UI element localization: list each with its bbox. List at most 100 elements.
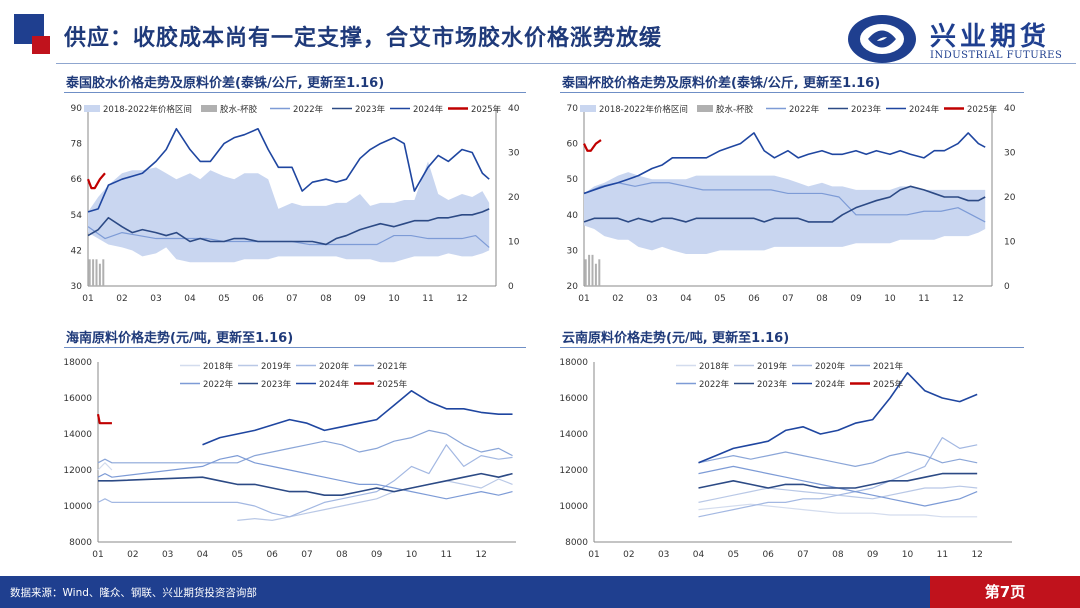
y-tick-label: 18000	[63, 358, 92, 368]
legend-swatch-bar	[697, 105, 713, 112]
legend-label: 2018年	[203, 361, 234, 372]
y-tick-label: 70	[567, 104, 579, 114]
legend-swatch-bar	[201, 105, 217, 112]
x-tick-label: 09	[354, 294, 366, 304]
legend-label: 2024年	[909, 104, 940, 115]
series-line-2024年	[202, 390, 513, 446]
x-tick-label: 12	[971, 550, 982, 560]
y-tick-label: 54	[71, 211, 83, 221]
x-tick-label: 01	[92, 550, 103, 560]
x-tick-label: 06	[252, 294, 264, 304]
series-line-2020年	[698, 437, 978, 518]
x-tick-label: 12	[456, 294, 467, 304]
y-tick-label: 14000	[63, 430, 92, 440]
x-tick-label: 01	[578, 294, 589, 304]
series-line-2024年	[87, 127, 490, 213]
series-line-2018年	[698, 503, 978, 518]
chart-title-1: 泰国胶水价格走势及原料价差(泰铢/公斤, 更新至1.16)	[66, 76, 385, 91]
series-line-2024年	[698, 372, 978, 464]
spread-bar	[88, 259, 91, 286]
series-line-2023年	[583, 185, 986, 223]
spread-bar	[594, 263, 597, 286]
x-tick-label: 04	[680, 294, 692, 304]
legend-label: 2022年	[203, 379, 234, 390]
x-tick-label: 05	[714, 294, 725, 304]
x-tick-label: 07	[301, 550, 312, 560]
x-tick-label: 12	[475, 550, 486, 560]
chart-title-2: 泰国杯胶价格走势及原料价差(泰铢/公斤, 更新至1.16)	[562, 76, 881, 91]
series-line-2019年	[237, 478, 513, 521]
x-tick-label: 02	[127, 550, 138, 560]
legend-label: 2021年	[873, 361, 904, 372]
legend-label: 2024年	[815, 379, 846, 390]
legend-label: 2025年	[873, 379, 904, 390]
x-tick-label: 06	[762, 550, 774, 560]
legend-label: 2021年	[377, 361, 408, 372]
series-line-2022年	[698, 465, 978, 507]
spread-bar	[584, 259, 587, 286]
x-tick-label: 03	[162, 550, 173, 560]
x-tick-label: 09	[867, 550, 879, 560]
y-tick-label: 42	[71, 246, 82, 256]
spread-bar	[591, 254, 594, 286]
chart-yunnan: 8000 10000 12000 14000 16000 18000 01 02 03 04 05 0…	[559, 358, 1012, 560]
legend-label: 2025年	[967, 104, 998, 115]
y-tick-label: 10000	[559, 502, 588, 512]
chart-hainan: 8000 10000 12000 14000 16000 18000 01 02 03 04 05 0…	[63, 358, 516, 560]
y2-tick-label: 30	[1004, 149, 1016, 159]
y-tick-label: 30	[71, 282, 83, 292]
legend-swatch-band	[84, 105, 100, 112]
legend-label: 2019年	[261, 361, 292, 372]
spread-bar	[95, 259, 98, 286]
series-line-2023年	[87, 208, 490, 246]
footer-bar: 数据来源：Wind、隆众、钢联、兴业期货投资咨询部 第7页	[0, 576, 1080, 608]
series-line-2020年	[97, 444, 513, 518]
y-tick-label: 18000	[559, 358, 588, 368]
series-line-2025年	[96, 413, 112, 425]
legend-label: 2023年	[261, 379, 292, 390]
legend-label: 2022年	[789, 104, 820, 115]
series-line-2022年	[97, 455, 513, 500]
spread-bar	[598, 259, 601, 286]
x-tick-label: 02	[612, 294, 623, 304]
x-tick-label: 08	[832, 550, 844, 560]
x-tick-label: 02	[116, 294, 127, 304]
x-tick-label: 05	[728, 550, 739, 560]
x-tick-label: 07	[797, 550, 808, 560]
y-tick-label: 20	[567, 282, 579, 292]
x-tick-label: 08	[816, 294, 828, 304]
x-tick-label: 04	[184, 294, 196, 304]
y-tick-label: 66	[71, 175, 83, 185]
chart-title-4-underline	[560, 347, 1024, 348]
series-line-2021年	[97, 429, 513, 464]
page-number: 第7页	[930, 576, 1080, 608]
footer-source: 数据来源：Wind、隆众、钢联、兴业期货投资咨询部	[10, 587, 257, 599]
x-tick-label: 03	[658, 550, 669, 560]
series-line-2023年	[698, 472, 978, 489]
legend-label: 2025年	[471, 104, 502, 115]
header-square-red	[32, 36, 50, 54]
x-tick-label: 08	[336, 550, 348, 560]
y-tick-label: 12000	[63, 466, 92, 476]
x-tick-label: 06	[748, 294, 760, 304]
spread-bar	[102, 259, 105, 286]
y2-tick-label: 10	[508, 238, 520, 248]
x-tick-label: 06	[266, 550, 278, 560]
legend-label: 胶水-杯胶	[716, 104, 754, 115]
y2-tick-label: 20	[1004, 193, 1016, 203]
y2-tick-label: 40	[1004, 104, 1016, 114]
x-tick-label: 11	[422, 294, 433, 304]
y2-tick-label: 20	[508, 193, 520, 203]
chart-title-1-underline	[64, 92, 526, 93]
legend-label: 2020年	[815, 361, 846, 372]
y-tick-label: 8000	[69, 538, 92, 548]
x-tick-label: 03	[646, 294, 657, 304]
x-tick-label: 09	[850, 294, 862, 304]
x-tick-label: 09	[371, 550, 383, 560]
series-line-2021年	[698, 451, 978, 467]
x-tick-label: 11	[918, 294, 929, 304]
x-tick-label: 02	[623, 550, 634, 560]
legend-label: 2020年	[319, 361, 350, 372]
x-tick-label: 11	[441, 550, 452, 560]
x-tick-label: 01	[588, 550, 599, 560]
